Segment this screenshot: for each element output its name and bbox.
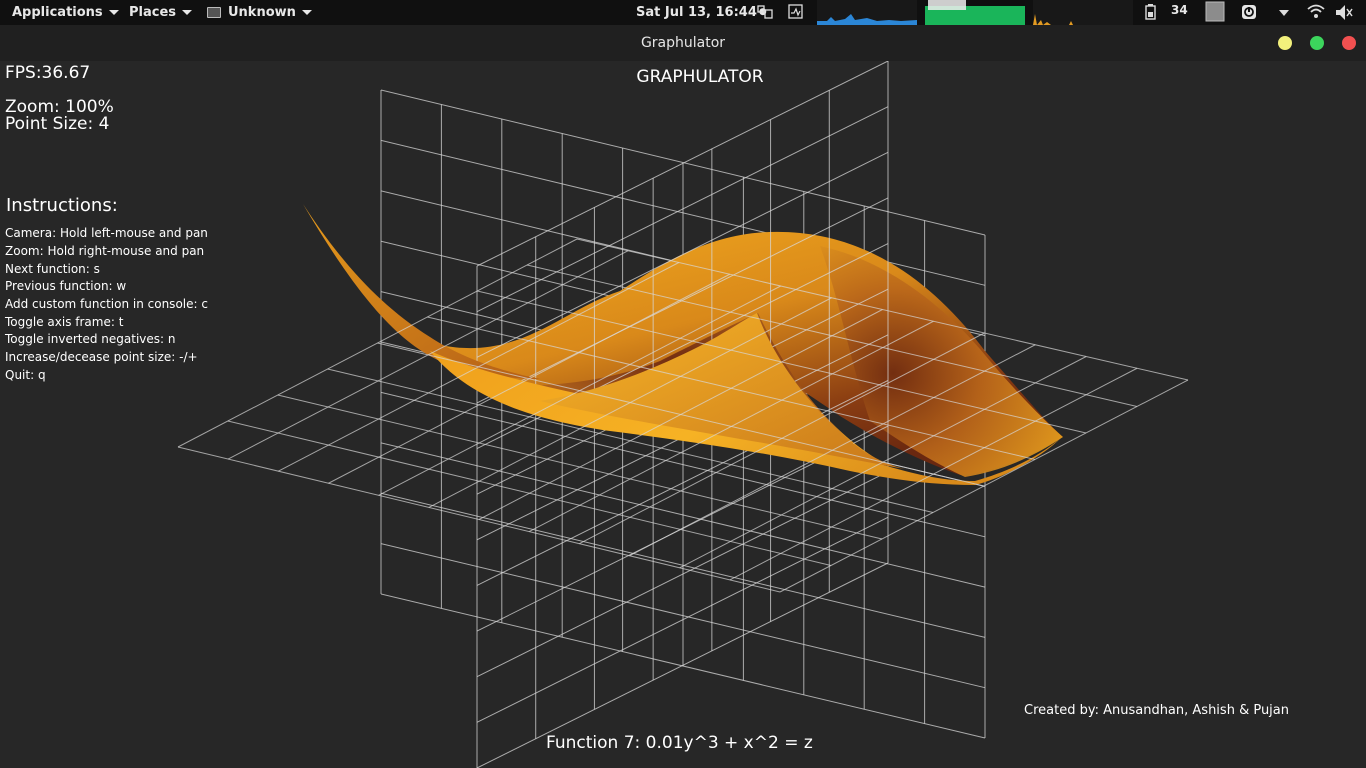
3d-scene[interactable] bbox=[0, 61, 1366, 768]
graph-canvas[interactable]: FPS:36.67 Zoom: 100% Point Size: 4 GRAPH… bbox=[0, 61, 1366, 768]
instruction-line: Camera: Hold left-mouse and pan bbox=[5, 226, 208, 240]
point-size-readout: Point Size: 4 bbox=[5, 114, 110, 134]
chevron-down-icon bbox=[182, 10, 193, 15]
instructions-title: Instructions: bbox=[6, 195, 118, 216]
grid-line-yz bbox=[476, 61, 889, 267]
function-label: Function 7: 0.01y^3 + x^2 = z bbox=[546, 733, 813, 753]
grid-line-xy bbox=[378, 285, 781, 496]
window-list-menu[interactable]: Unknown bbox=[207, 0, 312, 25]
wifi-icon[interactable] bbox=[1306, 0, 1326, 25]
memory-graph bbox=[925, 0, 1025, 25]
instruction-line: Increase/decease point size: -/+ bbox=[5, 350, 198, 364]
battery-icon[interactable] bbox=[1143, 0, 1157, 25]
grid-line-xz bbox=[380, 593, 986, 739]
grid-line-xy bbox=[428, 297, 832, 508]
grid-line-xy bbox=[629, 344, 1036, 557]
surface-left-tail bbox=[303, 204, 540, 379]
places-menu[interactable]: Places bbox=[129, 0, 193, 25]
window-icon bbox=[207, 7, 221, 18]
grid-line-yz bbox=[476, 516, 889, 723]
instruction-line: Toggle inverted negatives: n bbox=[5, 332, 176, 346]
system-monitor-icon[interactable] bbox=[787, 0, 805, 25]
grid-line-xy bbox=[227, 250, 629, 460]
workspace-icon[interactable] bbox=[756, 0, 774, 25]
grid-line-xy bbox=[278, 262, 680, 472]
chevron-down-icon bbox=[301, 10, 312, 15]
grid-line-xz bbox=[380, 543, 986, 689]
clock-text: Sat Jul 13, 16:44 bbox=[636, 5, 757, 20]
chevron-down-icon[interactable] bbox=[1278, 0, 1290, 25]
chevron-down-icon bbox=[108, 10, 119, 15]
grid-line-yz bbox=[476, 197, 889, 404]
grid-line-xy bbox=[177, 238, 578, 448]
surface-front bbox=[303, 204, 1062, 485]
instruction-line: Next function: s bbox=[5, 262, 100, 276]
grid-line-xy bbox=[328, 273, 730, 484]
window-titlebar[interactable]: Graphulator bbox=[0, 25, 1366, 61]
instruction-line: Zoom: Hold right-mouse and pan bbox=[5, 244, 205, 258]
surface-front-sheet bbox=[430, 351, 1062, 485]
window-list-label: Unknown bbox=[228, 5, 296, 20]
grid-line-xy bbox=[579, 332, 985, 545]
update-icon[interactable] bbox=[1240, 0, 1258, 25]
grid-line-xy bbox=[679, 356, 1087, 569]
grid-line-yz bbox=[476, 151, 889, 358]
cpu-graph bbox=[1033, 0, 1133, 25]
grid-line-xz bbox=[380, 89, 986, 236]
app-heading-text: GRAPHULATOR bbox=[636, 67, 764, 87]
grid-line-yz bbox=[476, 562, 889, 768]
battery-level: 34 bbox=[1171, 3, 1188, 17]
volume-muted-icon[interactable] bbox=[1335, 0, 1353, 25]
minimize-button[interactable] bbox=[1278, 36, 1292, 50]
grid-line-xy bbox=[779, 379, 1189, 593]
places-menu-label: Places bbox=[129, 5, 177, 20]
grid-line-xy bbox=[528, 320, 934, 533]
close-button[interactable] bbox=[1342, 36, 1356, 50]
grid-line-yz bbox=[476, 471, 889, 678]
window-title: Graphulator bbox=[640, 35, 726, 51]
instruction-line: Quit: q bbox=[5, 368, 46, 382]
grid-line-xz bbox=[380, 391, 986, 538]
grid-line-xy bbox=[729, 367, 1138, 581]
credits-text: Created by: Anusandhan, Ashish & Pujan bbox=[1024, 703, 1290, 718]
instruction-line: Toggle axis frame: t bbox=[5, 315, 124, 329]
network-graph bbox=[817, 0, 917, 25]
top-panel: Applications Places Unknown Sat Jul 13, … bbox=[0, 0, 1366, 25]
grid-line-xz bbox=[380, 442, 986, 588]
grid-line-xz bbox=[380, 492, 986, 638]
applications-menu-label: Applications bbox=[12, 5, 103, 20]
applications-menu[interactable]: Applications bbox=[12, 0, 119, 25]
app-heading: GRAPHULATOR bbox=[0, 67, 1366, 87]
instruction-line: Add custom function in console: c bbox=[5, 297, 208, 311]
zoom-readout: Zoom: 100% bbox=[5, 97, 114, 117]
surface-peak bbox=[540, 313, 905, 469]
grid-line-yz bbox=[476, 106, 889, 313]
maximize-button[interactable] bbox=[1310, 36, 1324, 50]
clock[interactable]: Sat Jul 13, 16:44 ● bbox=[636, 0, 767, 25]
grid-line-xy bbox=[478, 309, 883, 520]
instruction-line: Previous function: w bbox=[5, 279, 127, 293]
axis-grid-front bbox=[177, 238, 1189, 593]
app-square-icon[interactable] bbox=[1205, 0, 1225, 25]
fps-counter: FPS:36.67 bbox=[5, 63, 91, 83]
